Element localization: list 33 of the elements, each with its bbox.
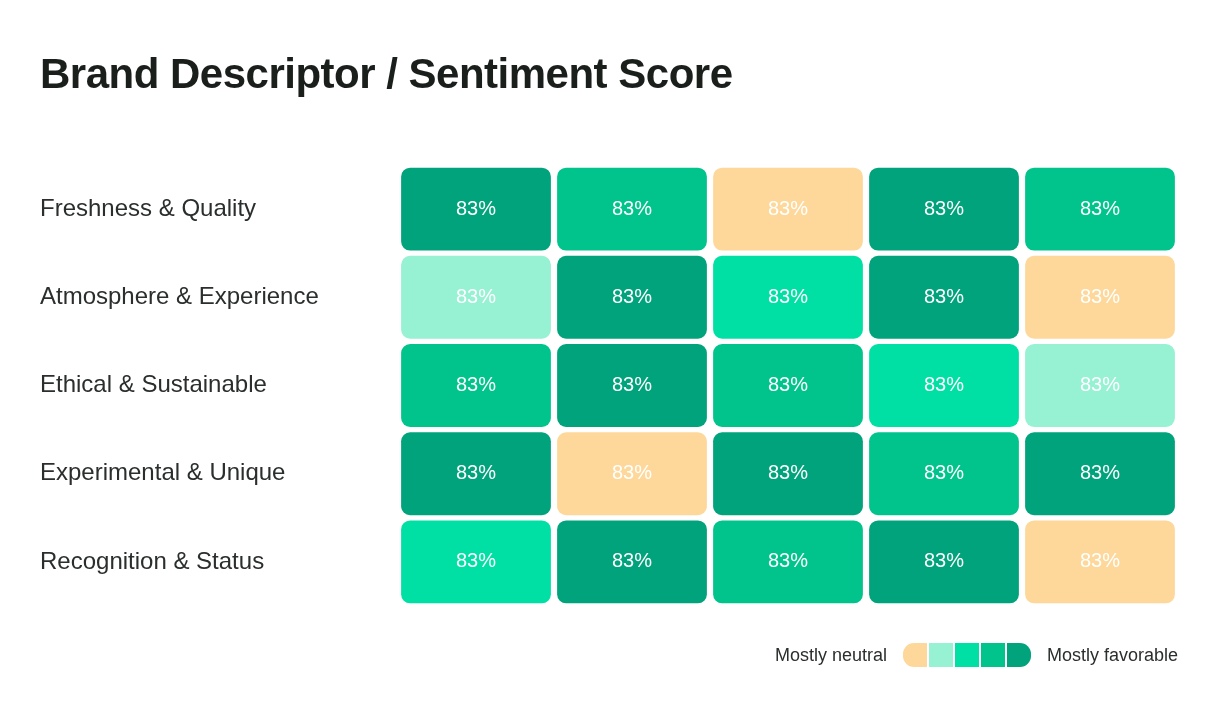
data-label: 83%	[923, 461, 965, 484]
chart-title: Brand Descriptor / Sentiment Score	[40, 50, 733, 98]
data-label: 83%	[1079, 461, 1121, 484]
data-label: 83%	[1079, 549, 1121, 572]
data-label: 83%	[455, 461, 497, 484]
data-label: 83%	[611, 373, 653, 396]
data-label: 83%	[923, 549, 965, 572]
data-label: 83%	[611, 461, 653, 484]
data-label: 83%	[767, 461, 809, 484]
data-label: 83%	[611, 196, 653, 219]
data-label: 83%	[455, 284, 497, 307]
data-label: 83%	[611, 284, 653, 307]
y-tick-label: Freshness & Quality	[40, 193, 257, 221]
data-label: 83%	[455, 373, 497, 396]
data-label: 83%	[1079, 284, 1121, 307]
data-label: 83%	[1079, 373, 1121, 396]
data-label: 83%	[1079, 196, 1121, 219]
text: Mostly neutral	[774, 644, 887, 666]
data-label: 83%	[767, 196, 809, 219]
y-tick-label: Recognition & Status	[40, 546, 265, 574]
data-label: 83%	[611, 549, 653, 572]
data-label: 83%	[923, 196, 965, 219]
data-label: 83%	[455, 549, 497, 572]
data-label: 83%	[455, 196, 497, 219]
y-tick-label: Ethical & Sustainable	[40, 370, 267, 398]
text: Mostly favorable	[1046, 644, 1178, 666]
data-label: 83%	[923, 373, 965, 396]
y-tick-label: Atmosphere & Experience	[40, 281, 319, 309]
y-tick-label: Experimental & Unique	[40, 458, 286, 486]
data-label: 83%	[767, 549, 809, 572]
data-label: 83%	[767, 284, 809, 307]
data-label: 83%	[923, 284, 965, 307]
data-label: 83%	[767, 373, 809, 396]
